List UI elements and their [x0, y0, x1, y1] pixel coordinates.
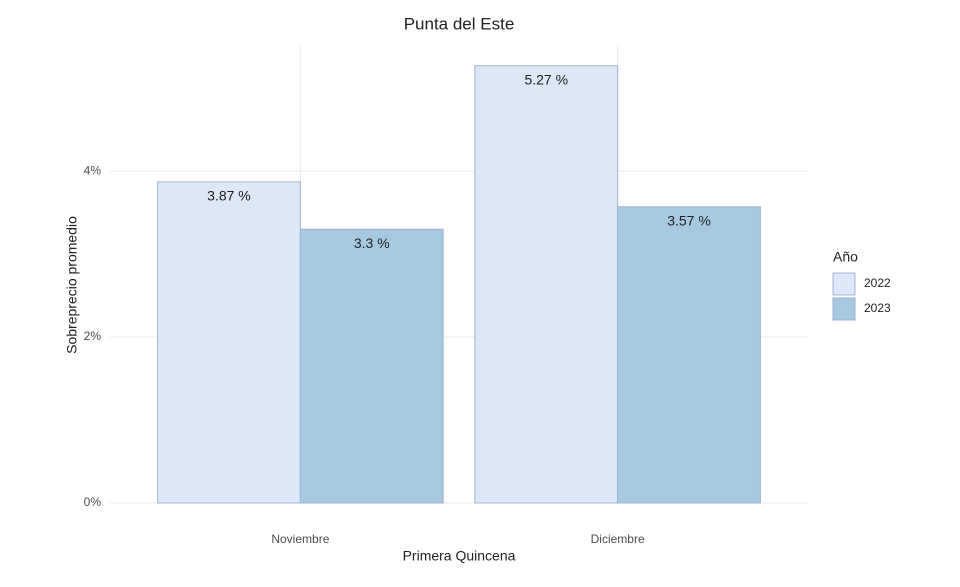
x-tick-label: Diciembre [591, 532, 645, 546]
data-label: 3.87 % [207, 188, 251, 204]
bar [617, 206, 761, 504]
data-label: 3.3 % [354, 235, 390, 251]
x-axis-title: Primera Quincena [403, 548, 516, 564]
legend-label: 2023 [864, 301, 891, 315]
data-label: 3.57 % [667, 212, 711, 228]
x-tick-label: Noviembre [271, 532, 329, 546]
legend-label: 2022 [864, 276, 891, 290]
y-axis-title: Sobreprecio promedio [64, 216, 80, 354]
legend-title: Año [833, 249, 858, 265]
y-tick-label: 2% [84, 329, 102, 343]
legend-swatch [832, 272, 856, 296]
bar [299, 228, 444, 504]
bar [157, 181, 301, 504]
y-tick-label: 4% [84, 163, 102, 177]
data-label: 5.27 % [524, 71, 568, 87]
legend-swatch [832, 297, 856, 321]
y-tick-label: 0% [84, 495, 102, 509]
bar [474, 65, 619, 504]
chart-title: Punta del Este [404, 14, 515, 33]
